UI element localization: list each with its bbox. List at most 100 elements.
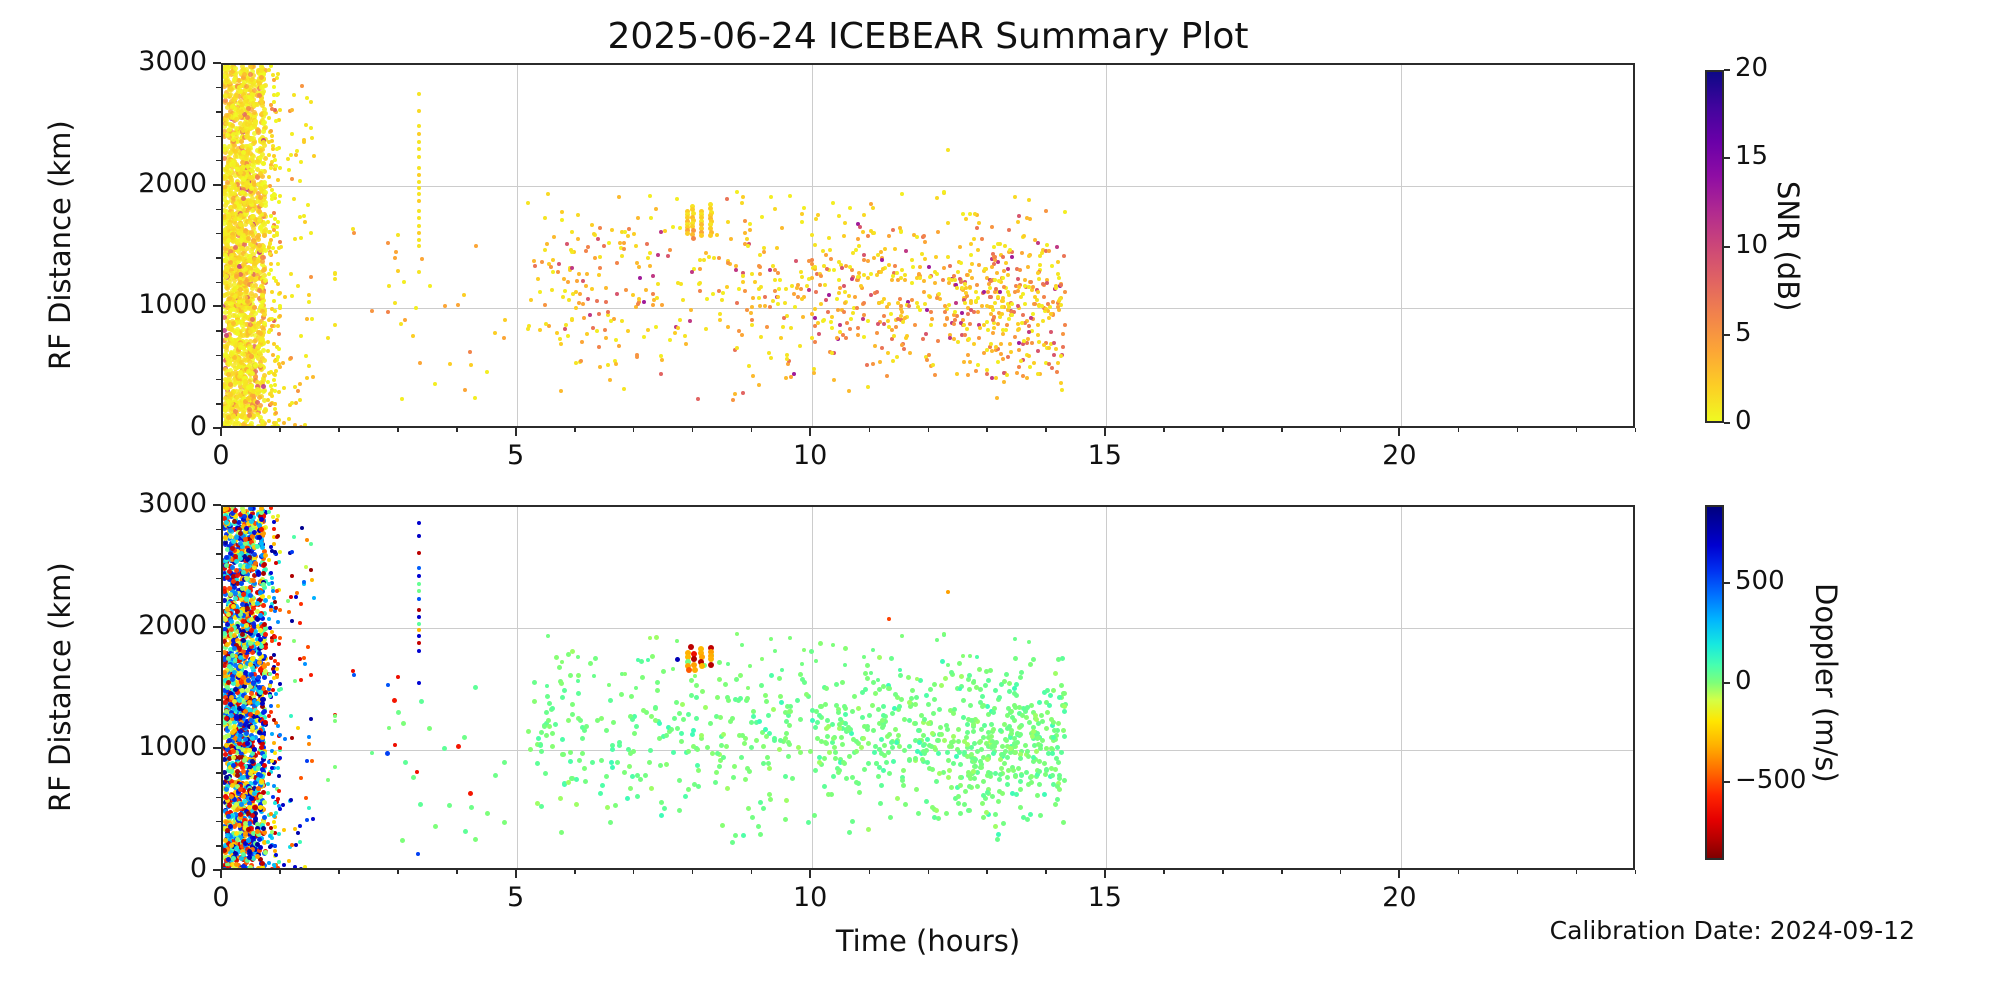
scatter-point	[239, 580, 245, 586]
scatter-point	[621, 386, 626, 391]
scatter-point	[562, 326, 567, 331]
scatter-point	[246, 363, 252, 369]
scatter-point	[1055, 370, 1060, 375]
scatter-point	[245, 321, 251, 327]
scatter-point	[295, 149, 300, 154]
scatter-point	[275, 71, 280, 76]
scatter-point	[537, 289, 542, 294]
scatter-point	[569, 317, 574, 322]
scatter-point	[968, 268, 973, 273]
scatter-point	[250, 251, 256, 257]
scatter-point	[248, 609, 254, 615]
scatter-point	[812, 339, 817, 344]
scatter-point	[223, 156, 228, 162]
scatter-point	[690, 270, 695, 275]
scatter-point	[236, 77, 242, 83]
scatter-point	[242, 322, 248, 328]
scatter-point	[974, 289, 979, 294]
scatter-point	[276, 282, 281, 287]
scatter-point	[400, 396, 405, 401]
scatter-point	[1026, 323, 1031, 328]
scatter-point	[659, 371, 664, 376]
scatter-point	[1016, 277, 1021, 282]
scatter-point	[246, 837, 252, 843]
scatter-point	[1022, 301, 1027, 306]
scatter-point	[306, 293, 311, 298]
scatter-point	[226, 143, 232, 149]
scatter-point	[575, 212, 580, 217]
scatter-point	[236, 336, 242, 342]
scatter-point	[262, 277, 268, 283]
scatter-point	[277, 194, 282, 199]
scatter-point	[227, 527, 233, 533]
scatter-point	[697, 267, 702, 272]
scatter-point	[991, 331, 996, 336]
scatter-point	[789, 326, 794, 331]
scatter-point	[972, 342, 977, 347]
scatter-point	[1054, 346, 1059, 351]
scatter-point	[251, 115, 257, 121]
scatter-point	[758, 334, 763, 339]
scatter-point	[582, 315, 587, 320]
scatter-point	[819, 302, 824, 307]
scatter-point	[270, 316, 275, 321]
scatter-point	[772, 207, 777, 212]
scatter-point	[252, 131, 258, 137]
scatter-point	[228, 694, 234, 700]
scatter-point	[577, 271, 582, 276]
scatter-point	[642, 334, 647, 339]
scatter-point	[603, 285, 608, 290]
scatter-point	[307, 363, 312, 368]
scatter-point	[240, 232, 246, 238]
scatter-point	[262, 311, 268, 317]
scatter-point	[1062, 209, 1067, 214]
scatter-point	[945, 254, 950, 259]
scatter-point	[737, 287, 742, 292]
scatter-point	[248, 422, 254, 426]
scatter-point	[650, 274, 655, 279]
scatter-point	[249, 356, 255, 362]
scatter-point	[879, 249, 884, 254]
scatter-point	[299, 160, 304, 165]
scatter-point	[249, 275, 255, 281]
scatter-point	[309, 316, 314, 321]
scatter-point	[251, 746, 257, 752]
scatter-point	[502, 318, 507, 323]
scatter-point	[646, 255, 651, 260]
scatter-point	[838, 322, 843, 327]
scatter-point	[749, 310, 754, 315]
scatter-point	[904, 336, 909, 341]
scatter-point	[874, 331, 879, 336]
scatter-point	[525, 201, 530, 206]
scatter-point	[861, 258, 866, 263]
scatter-point	[234, 130, 240, 136]
scatter-point	[231, 85, 237, 91]
scatter-point	[311, 374, 316, 379]
scatter-point	[1001, 356, 1006, 361]
scatter-point	[266, 174, 271, 179]
scatter-point	[297, 178, 302, 183]
scatter-point	[225, 230, 231, 236]
scatter-point	[416, 139, 421, 144]
scatter-point	[1007, 316, 1012, 321]
scatter-point	[243, 144, 249, 150]
scatter-point	[542, 215, 547, 220]
scatter-point	[969, 253, 974, 258]
scatter-point	[1005, 267, 1010, 272]
scatter-point	[279, 245, 284, 250]
scatter-point	[852, 295, 857, 300]
scatter-point	[427, 284, 432, 289]
scatter-point	[416, 109, 421, 114]
scatter-point	[874, 272, 879, 277]
scatter-point	[733, 391, 738, 396]
scatter-point	[1062, 322, 1067, 327]
scatter-point	[922, 301, 927, 306]
scatter-point	[650, 292, 655, 297]
scatter-point	[954, 285, 959, 290]
scatter-point	[226, 134, 232, 140]
scatter-point	[969, 307, 974, 312]
scatter-point	[239, 245, 245, 251]
scatter-point	[659, 358, 664, 363]
scatter-point	[277, 200, 282, 205]
scatter-point	[844, 335, 849, 340]
